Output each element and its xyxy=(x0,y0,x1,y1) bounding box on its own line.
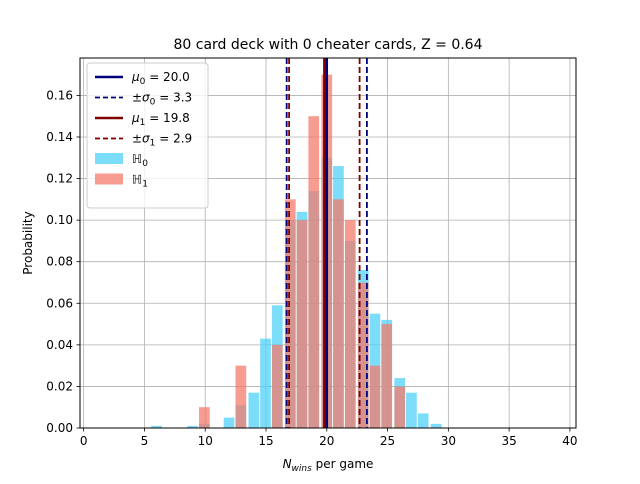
x-axis-ticks: 0 5 10 15 20 25 30 35 40 xyxy=(80,428,578,448)
h1-bar xyxy=(271,344,283,428)
legend-box xyxy=(86,62,209,209)
y-tick-label: 0.00 xyxy=(46,421,73,435)
x-tick-label: 15 xyxy=(258,434,273,448)
h0-bar xyxy=(151,425,162,428)
x-tick-label: 30 xyxy=(441,434,456,448)
h1-bar xyxy=(357,282,369,428)
y-tick-label: 0.02 xyxy=(46,379,73,393)
h1-bar xyxy=(296,220,308,428)
h1-bar xyxy=(308,116,320,429)
x-tick-label: 35 xyxy=(501,434,516,448)
h0-bar xyxy=(248,392,260,428)
h1-bar xyxy=(344,220,356,428)
x-tick-label: 5 xyxy=(141,434,149,448)
y-tick-label: 0.12 xyxy=(46,172,73,186)
h0-bar xyxy=(187,425,198,428)
y-tick-label: 0.14 xyxy=(46,130,73,144)
legend-label: ℍ1 xyxy=(132,173,148,190)
h1-bar xyxy=(381,324,393,428)
legend-label: ℍ0 xyxy=(132,152,148,169)
x-tick-label: 25 xyxy=(380,434,395,448)
h1-bar xyxy=(394,386,406,428)
x-tick-label: 0 xyxy=(80,434,88,448)
legend-label: ±σ0 = 3.3 xyxy=(132,91,192,108)
h1-bar xyxy=(284,199,296,428)
h1-bar xyxy=(369,365,381,428)
legend: μ0 = 20.0 ±σ0 = 3.3 μ1 = 19.8 ±σ1 = 2.9 ℍ0 ℍ1 xyxy=(86,62,209,209)
x-tick-label: 20 xyxy=(319,434,334,448)
reference-lines xyxy=(285,58,368,428)
legend-label: μ1 = 19.8 xyxy=(131,111,190,128)
y-tick-label: 0.10 xyxy=(46,213,73,227)
h0-bar xyxy=(406,392,417,428)
legend-patch-swatch xyxy=(95,153,123,164)
chart-title: 80 card deck with 0 cheater cards, Z = 0… xyxy=(174,37,483,53)
h1-bar xyxy=(199,407,210,428)
h0-bar xyxy=(260,338,271,428)
y-axis-ticks: 0.00 0.02 0.04 0.06 0.08 0.10 0.12 0.14 0.16 xyxy=(46,88,80,435)
y-tick-label: 0.04 xyxy=(46,338,73,352)
x-tick-label: 10 xyxy=(198,434,213,448)
plot-frame xyxy=(79,57,577,429)
series-h1-bars xyxy=(199,74,406,429)
y-axis-label: Probability xyxy=(21,211,35,274)
h0-bar xyxy=(223,417,235,428)
y-tick-label: 0.16 xyxy=(46,88,73,102)
h1-bar xyxy=(235,365,247,428)
y-tick-label: 0.06 xyxy=(46,296,73,310)
x-axis-label: Nwins per game xyxy=(283,457,374,474)
h1-bar xyxy=(333,199,344,428)
legend-label: ±σ1 = 2.9 xyxy=(132,132,192,149)
legend-label: μ0 = 20.0 xyxy=(131,70,190,87)
x-tick-label: 40 xyxy=(562,434,577,448)
h0-bar xyxy=(430,423,442,428)
legend-patch-swatch xyxy=(95,173,123,185)
y-tick-label: 0.08 xyxy=(46,255,73,269)
h0-bar xyxy=(417,413,429,428)
